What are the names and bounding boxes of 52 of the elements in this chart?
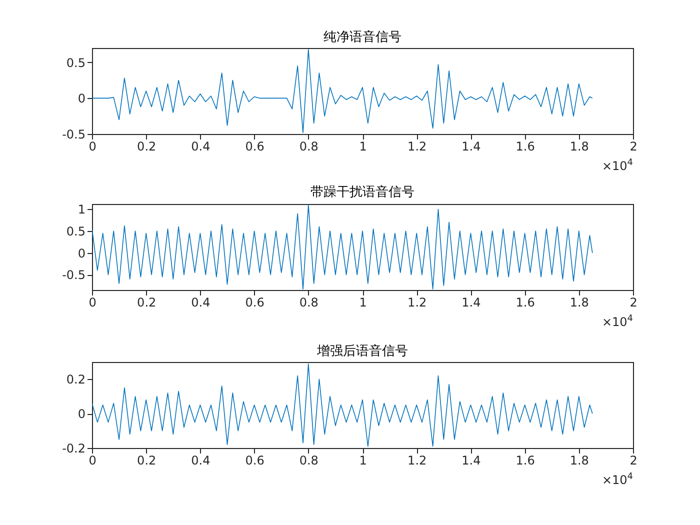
chart-title: 带躁干扰语音信号 <box>310 185 414 200</box>
chart-title: 纯净语音信号 <box>324 30 402 45</box>
text: ×10$^{4}$ <box>602 157 633 173</box>
x-tick-label: 0.6 <box>245 454 264 468</box>
x-tick-label: 0.2 <box>137 454 156 468</box>
x-tick-label: 0.6 <box>245 296 264 310</box>
x-tick-label: 1.4 <box>462 296 481 310</box>
x-tick-label: 1.6 <box>516 454 535 468</box>
x-tick-label: 1.4 <box>462 140 481 154</box>
x-tick-label: 1.6 <box>516 296 535 310</box>
x-tick-label: 1.8 <box>570 296 589 310</box>
x-tick-label: 1.2 <box>408 454 427 468</box>
x-tick-label: 0.4 <box>191 296 210 310</box>
x-tick-label: 0.6 <box>245 140 264 154</box>
x-tick-label: 0.8 <box>299 140 318 154</box>
y-tick-label: 0.2 <box>66 372 86 387</box>
x-tick-label: 1 <box>359 140 367 154</box>
x-tick-label: 0.4 <box>191 454 210 468</box>
y-tick-label: -0.2 <box>62 442 86 456</box>
x-tick-label: 0 <box>88 296 96 310</box>
x-tick-label: 1.6 <box>516 140 535 154</box>
y-tick-label: -0.5 <box>62 128 86 142</box>
x-tick-label: 2 <box>630 140 638 154</box>
y-tick-label: 0 <box>78 92 86 106</box>
x-tick-label: 1.4 <box>462 454 481 468</box>
x-tick-label: 0 <box>88 140 96 154</box>
x-tick-label: 0.2 <box>137 296 156 310</box>
line-series <box>92 49 593 133</box>
x-tick-label: 2 <box>630 296 638 310</box>
y-tick-label: 0.5 <box>66 56 86 70</box>
x-tick-label: 0.8 <box>299 454 318 468</box>
line-series <box>92 204 593 290</box>
x-tick-label: 1 <box>359 296 367 310</box>
x-tick-label: 2 <box>630 454 638 468</box>
line-series <box>92 363 593 447</box>
x-tick-label: 0.4 <box>191 140 210 154</box>
x-tick-label: 0.8 <box>299 296 318 310</box>
x-tick-label: 0.2 <box>137 140 156 154</box>
chart-title: 增强后语音信号 <box>316 344 408 359</box>
y-tick-label: -0.5 <box>62 268 86 282</box>
y-tick-label: 1 <box>78 202 86 217</box>
y-tick-label: 0.5 <box>66 224 86 239</box>
x-tick-label: 1 <box>359 454 367 468</box>
text: ×10$^{4}$ <box>602 471 633 487</box>
x-tick-label: 1.2 <box>408 296 427 310</box>
y-tick-label: 0 <box>78 246 86 260</box>
x-tick-label: 1.2 <box>408 140 427 154</box>
y-tick-label: 0 <box>78 407 86 422</box>
x-tick-label: 0 <box>88 454 96 468</box>
text: ×10$^{4}$ <box>602 313 633 329</box>
x-tick-label: 1.8 <box>570 140 589 154</box>
x-tick-label: 1.8 <box>570 454 589 468</box>
